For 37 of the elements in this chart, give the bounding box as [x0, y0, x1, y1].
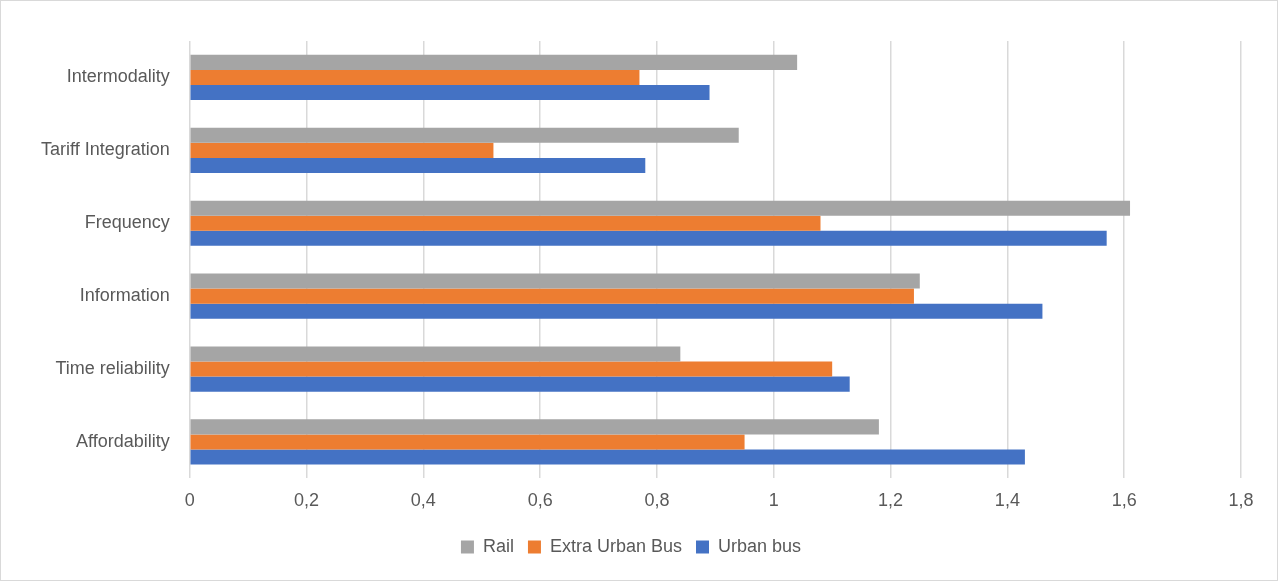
x-tick-label: 1,6 [1111, 490, 1137, 511]
y-tick-label: Intermodality [66, 66, 170, 87]
y-tick-label: Tariff Integration [40, 139, 170, 160]
legend-label: Rail [482, 535, 514, 556]
legend-label: Urban bus [718, 535, 802, 556]
bar [190, 215, 821, 231]
bar [190, 230, 1107, 246]
bar [190, 157, 646, 173]
bar [190, 288, 914, 304]
bar [190, 361, 833, 377]
y-tick-label: Information [79, 285, 170, 306]
legend-label: Extra Urban Bus [549, 535, 683, 556]
x-tick-label: 0,8 [644, 490, 670, 511]
bar [190, 127, 739, 143]
y-tick-label: Frequency [84, 212, 170, 233]
x-tick-label: 1,8 [1228, 490, 1254, 511]
bar [190, 419, 879, 435]
bar [190, 346, 681, 362]
x-tick-label: 0 [184, 490, 195, 511]
bar [190, 84, 710, 101]
bar [190, 449, 1025, 465]
x-tick-label: 0,4 [410, 490, 436, 511]
x-tick-label: 1,2 [878, 490, 904, 511]
bar [190, 142, 494, 158]
x-tick-label: 1 [768, 490, 779, 511]
bar [190, 69, 640, 85]
x-tick-label: 0,6 [527, 490, 553, 511]
y-tick-label: Affordability [76, 430, 170, 451]
x-tick-label: 0,2 [294, 490, 320, 511]
bar [190, 303, 1043, 319]
bar [190, 376, 850, 392]
x-tick-label: 1,4 [994, 490, 1020, 511]
y-tick-label: Time reliability [55, 358, 170, 379]
bar [190, 273, 920, 289]
bar [190, 54, 798, 70]
bar [190, 200, 1131, 216]
bar [190, 434, 745, 450]
